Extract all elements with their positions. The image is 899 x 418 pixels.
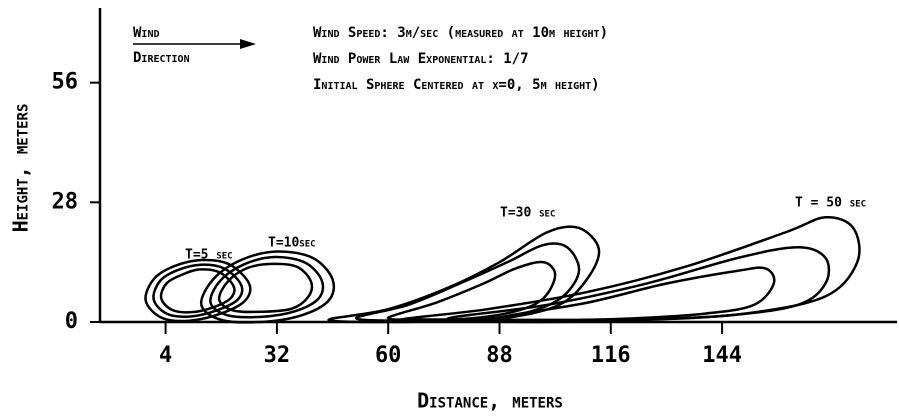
annotation: Initial Sphere Centered at x=0, 5m heigh…	[313, 77, 600, 93]
contour	[497, 266, 776, 322]
wind-arrow	[240, 39, 256, 49]
series-label: T = 50 sec	[795, 196, 866, 211]
contour	[199, 250, 336, 324]
contour	[159, 268, 236, 314]
series-label: T=30 sec	[500, 206, 555, 221]
x-tick-label: 4	[159, 343, 172, 368]
x-tick-label: 60	[375, 343, 402, 368]
y-tick-label: 0	[65, 309, 78, 334]
contour	[217, 262, 314, 314]
contour	[209, 255, 325, 319]
series-label: T=5 sec	[185, 248, 233, 263]
y-tick-label: 28	[52, 189, 79, 214]
annotation: Wind Speed: 3m/sec (measured at 10m heig…	[313, 25, 608, 41]
x-tick-label: 144	[702, 343, 742, 368]
contour	[144, 258, 252, 323]
x-axis-title: Distance, meters	[417, 389, 563, 413]
y-axis-title: Height, meters	[9, 104, 33, 233]
x-tick-label: 32	[264, 343, 291, 368]
legend-subtitle: Direction	[133, 50, 190, 66]
annotation: Wind Power Law Exponential: 1/7	[313, 51, 529, 67]
legend-title: Wind	[133, 25, 160, 41]
x-tick-label: 116	[591, 343, 631, 368]
contour	[152, 263, 244, 318]
series-label: T=10sec	[268, 236, 316, 251]
y-tick-label: 56	[52, 70, 79, 95]
x-tick-label: 88	[486, 343, 513, 368]
